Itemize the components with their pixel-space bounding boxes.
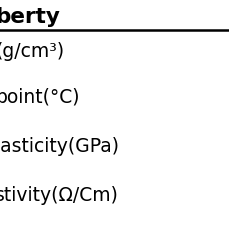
Text: (g/cm³): (g/cm³) bbox=[0, 42, 64, 61]
Text: point(°C): point(°C) bbox=[0, 88, 79, 107]
Text: lasticity(GPa): lasticity(GPa) bbox=[0, 136, 119, 155]
Text: stivity(Ω/Cm): stivity(Ω/Cm) bbox=[0, 185, 119, 204]
Text: berty: berty bbox=[0, 7, 60, 27]
